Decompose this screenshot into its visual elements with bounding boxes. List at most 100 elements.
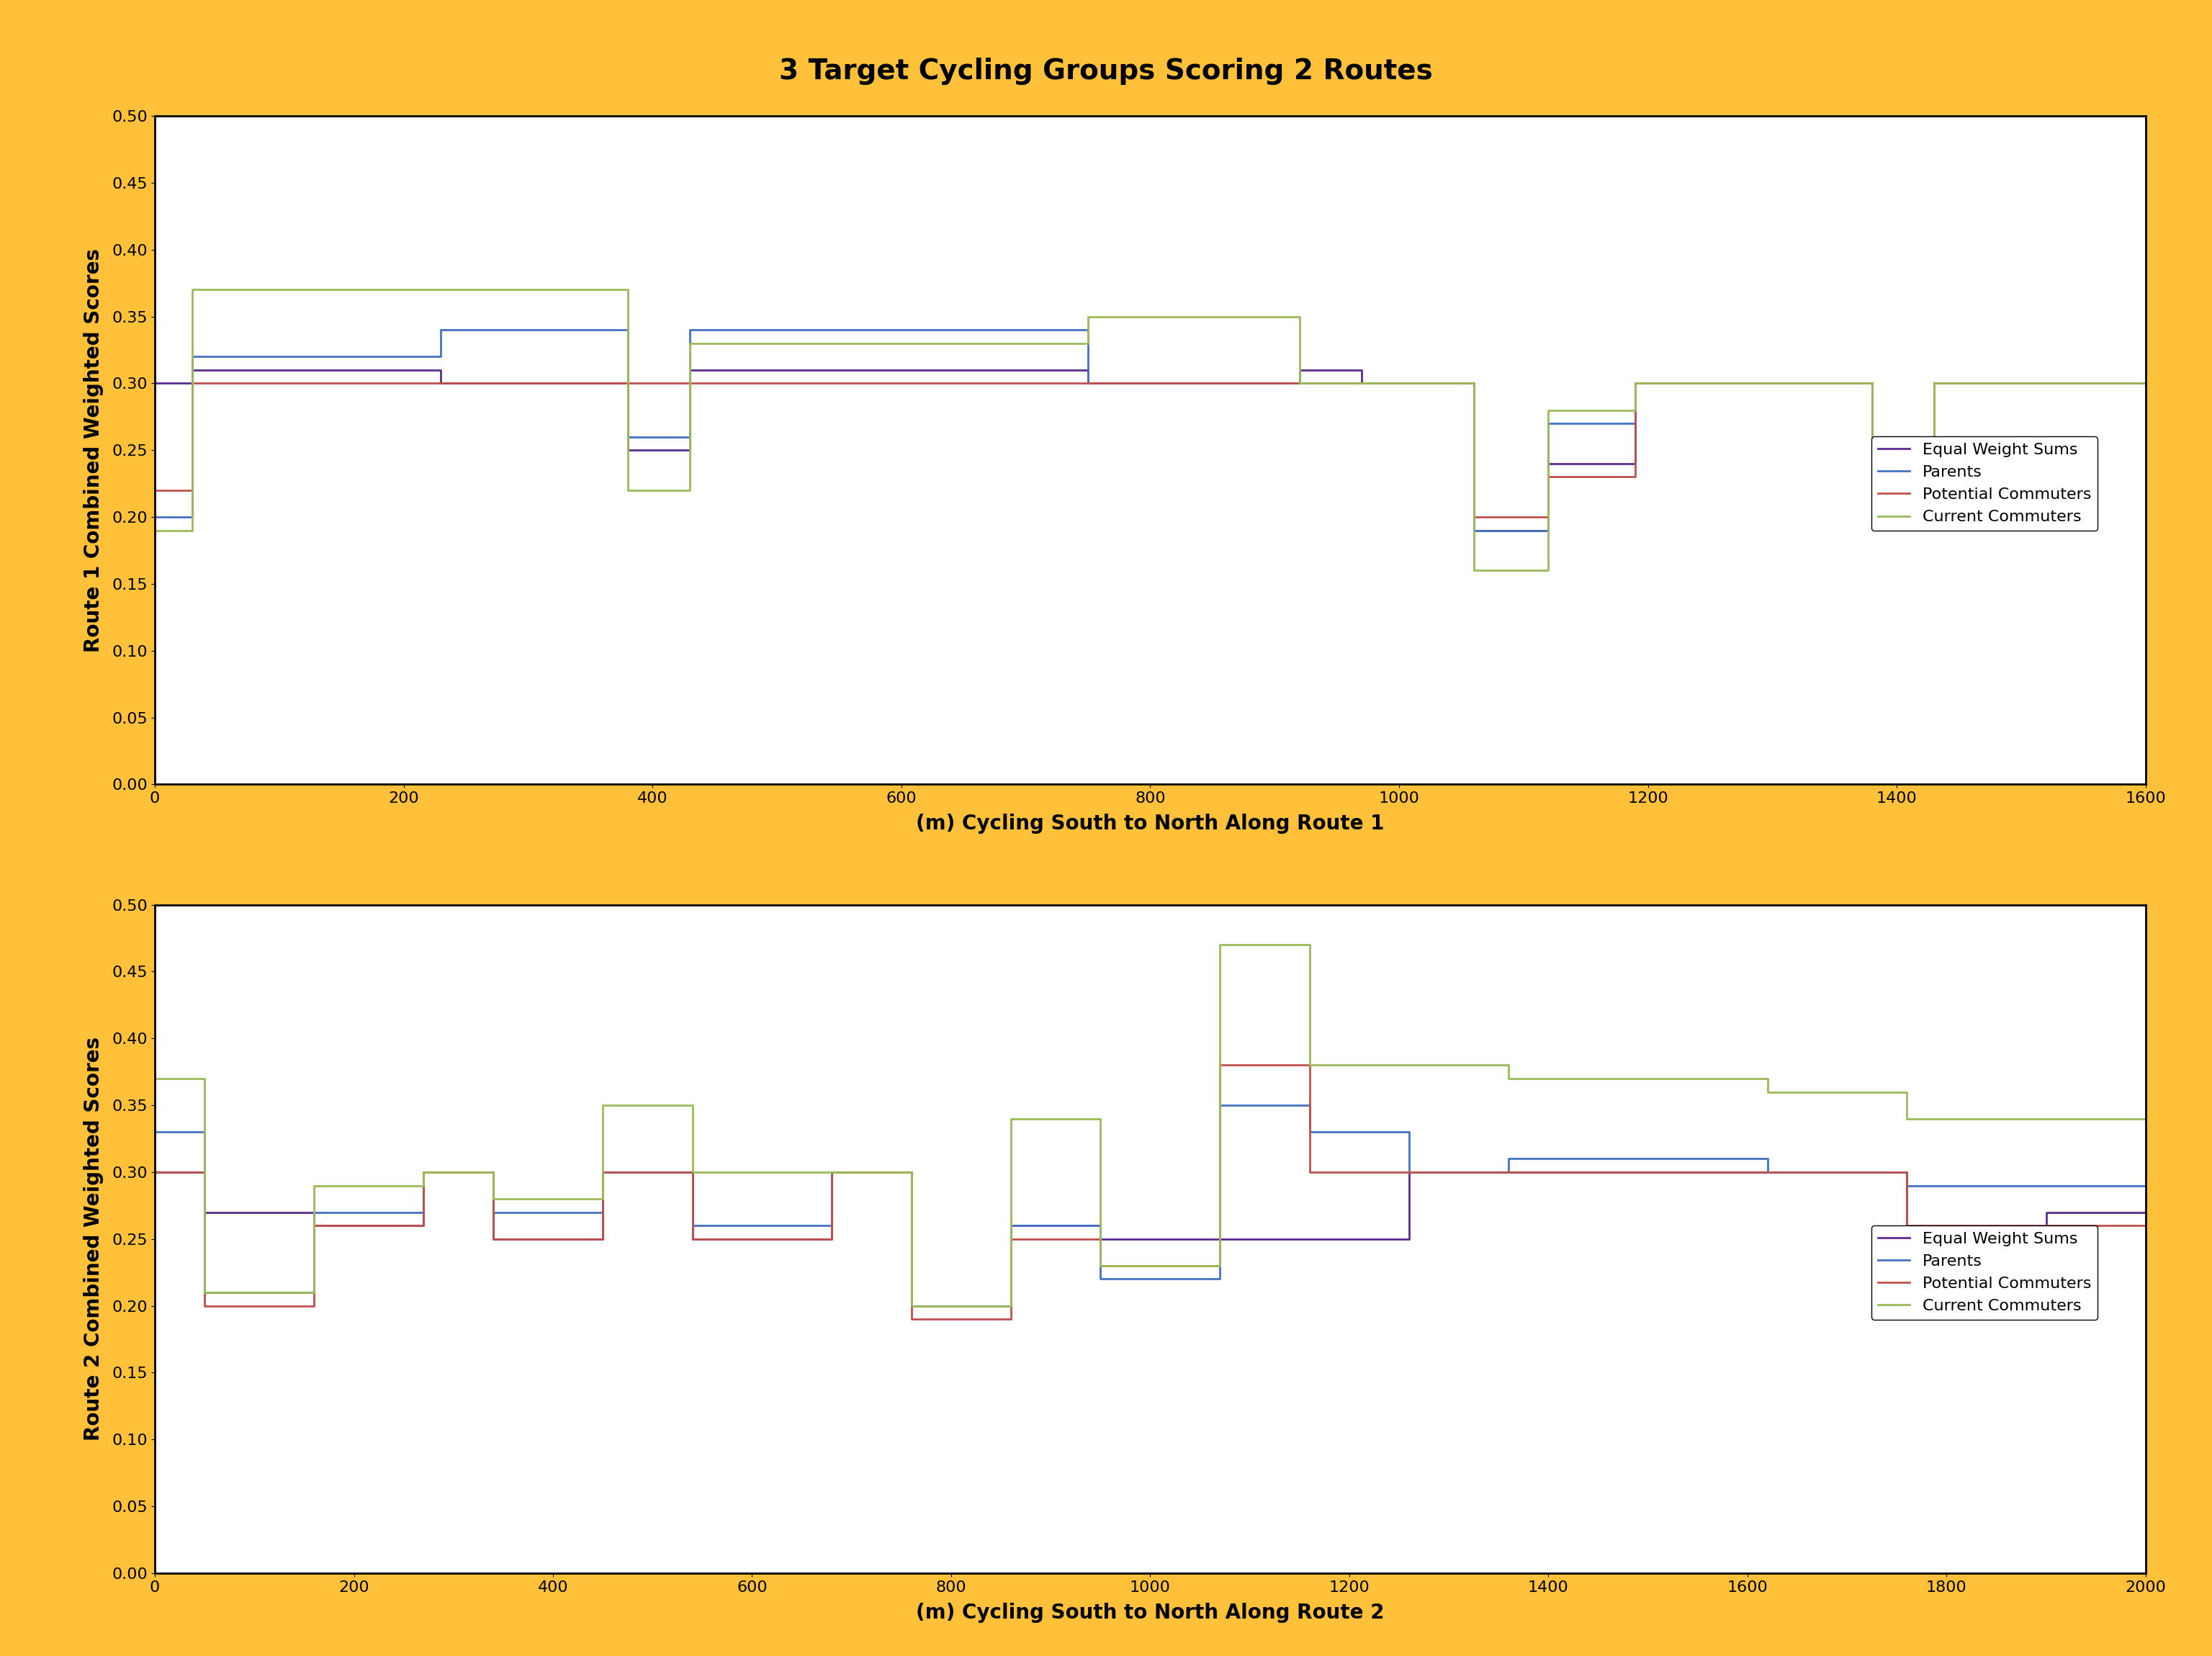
Parents xyxy=(1893,1176,1920,1196)
Potential Commuters xyxy=(301,1216,327,1235)
Current Commuters xyxy=(679,1095,706,1114)
Potential Commuters xyxy=(1349,373,1376,392)
Potential Commuters xyxy=(1858,373,1885,392)
Y-axis label: Route 1 Combined Weighted Scores: Route 1 Combined Weighted Scores xyxy=(84,248,104,652)
Potential Commuters xyxy=(1460,373,1486,392)
Equal Weight Sums xyxy=(1535,454,1562,474)
Potential Commuters xyxy=(1208,1255,1234,1275)
Equal Weight Sums xyxy=(2033,1229,2059,1249)
Potential Commuters xyxy=(427,373,453,392)
Current Commuters xyxy=(301,1176,327,1196)
Line: Parents: Parents xyxy=(155,330,2146,530)
Current Commuters xyxy=(1296,1055,1323,1075)
Equal Weight Sums xyxy=(2132,1202,2159,1222)
Potential Commuters xyxy=(301,1297,327,1317)
Equal Weight Sums xyxy=(588,1163,615,1182)
Potential Commuters xyxy=(2033,1216,2059,1235)
Equal Weight Sums xyxy=(1349,373,1376,392)
Line: Parents: Parents xyxy=(155,1105,2146,1307)
Potential Commuters xyxy=(998,1229,1024,1249)
Potential Commuters xyxy=(480,1163,507,1182)
Current Commuters xyxy=(1075,306,1102,326)
Parents xyxy=(411,1163,438,1182)
Current Commuters xyxy=(2132,373,2159,392)
Equal Weight Sums xyxy=(301,1216,327,1235)
Parents xyxy=(179,507,206,527)
Potential Commuters xyxy=(179,373,206,392)
Equal Weight Sums xyxy=(615,373,641,392)
Current Commuters xyxy=(190,1282,217,1302)
Equal Weight Sums xyxy=(1460,520,1486,540)
Potential Commuters xyxy=(1893,1216,1920,1235)
Potential Commuters xyxy=(1075,373,1102,392)
Parents xyxy=(818,1216,845,1235)
Equal Weight Sums xyxy=(679,1229,706,1249)
Equal Weight Sums xyxy=(1893,1163,1920,1182)
Current Commuters xyxy=(427,280,453,300)
Current Commuters xyxy=(142,520,168,540)
Current Commuters xyxy=(1208,1255,1234,1275)
Parents xyxy=(2132,373,2159,392)
Equal Weight Sums xyxy=(1086,1229,1113,1249)
Parents xyxy=(1495,1149,1522,1169)
Potential Commuters xyxy=(1920,454,1947,474)
Parents xyxy=(2132,1176,2159,1196)
Equal Weight Sums xyxy=(1075,359,1102,379)
Potential Commuters xyxy=(679,1229,706,1249)
Current Commuters xyxy=(1535,401,1562,421)
Current Commuters xyxy=(615,280,641,300)
Parents xyxy=(998,1297,1024,1317)
Potential Commuters xyxy=(1287,373,1314,392)
Parents xyxy=(2033,1176,2059,1196)
Equal Weight Sums xyxy=(1858,454,1885,474)
Equal Weight Sums xyxy=(898,1297,925,1317)
Current Commuters xyxy=(998,1110,1024,1129)
Parents xyxy=(1208,1268,1234,1288)
Parents xyxy=(142,507,168,527)
Parents xyxy=(1349,373,1376,392)
Current Commuters xyxy=(1349,373,1376,392)
Parents xyxy=(1075,320,1102,339)
Equal Weight Sums xyxy=(190,1163,217,1182)
Parents xyxy=(301,1202,327,1222)
Parents xyxy=(2033,1176,2059,1196)
Parents xyxy=(1349,373,1376,392)
Equal Weight Sums xyxy=(179,359,206,379)
Parents xyxy=(998,1216,1024,1235)
Potential Commuters xyxy=(1858,454,1885,474)
Parents xyxy=(190,1123,217,1143)
Equal Weight Sums xyxy=(1208,1229,1234,1249)
Potential Commuters xyxy=(1535,467,1562,487)
Potential Commuters xyxy=(2132,1216,2159,1235)
Equal Weight Sums xyxy=(1287,359,1314,379)
Parents xyxy=(898,1163,925,1182)
Current Commuters xyxy=(1858,373,1885,392)
Parents xyxy=(1621,373,1648,392)
Equal Weight Sums xyxy=(898,1163,925,1182)
Current Commuters xyxy=(1396,1055,1422,1075)
Potential Commuters xyxy=(615,373,641,392)
Parents xyxy=(679,1163,706,1182)
Current Commuters xyxy=(1754,1081,1781,1101)
Equal Weight Sums xyxy=(1287,373,1314,392)
Equal Weight Sums xyxy=(1296,1229,1323,1249)
Equal Weight Sums xyxy=(411,1216,438,1235)
Potential Commuters xyxy=(1349,373,1376,392)
Current Commuters xyxy=(1621,373,1648,392)
Parents xyxy=(898,1297,925,1317)
Parents xyxy=(1296,1095,1323,1114)
Equal Weight Sums xyxy=(142,1163,168,1182)
Potential Commuters xyxy=(1296,1055,1323,1075)
Parents xyxy=(677,427,703,447)
Current Commuters xyxy=(1754,1068,1781,1088)
Current Commuters xyxy=(190,1068,217,1088)
Current Commuters xyxy=(1287,373,1314,392)
Current Commuters xyxy=(1287,306,1314,326)
Equal Weight Sums xyxy=(1075,373,1102,392)
Parents xyxy=(1075,373,1102,392)
Potential Commuters xyxy=(818,1163,845,1182)
Potential Commuters xyxy=(1208,1055,1234,1075)
Current Commuters xyxy=(998,1297,1024,1317)
Current Commuters xyxy=(1460,560,1486,580)
Parents xyxy=(1396,1123,1422,1143)
